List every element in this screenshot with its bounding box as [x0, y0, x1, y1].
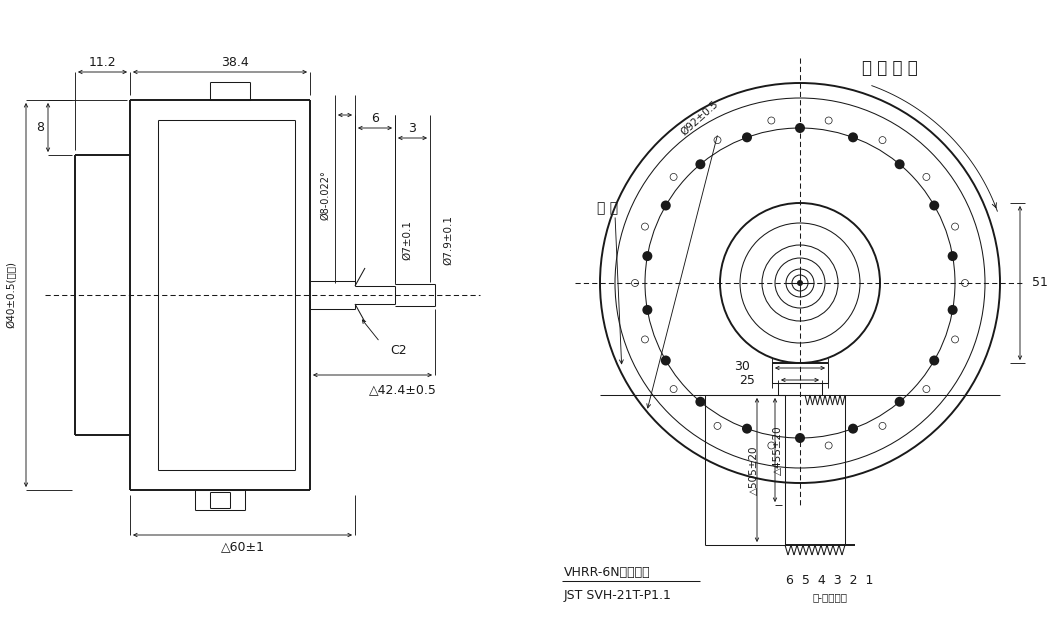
Text: 30: 30 — [734, 359, 750, 373]
Text: △60±1: △60±1 — [220, 541, 264, 553]
Circle shape — [742, 132, 752, 142]
Circle shape — [695, 159, 706, 169]
Text: 旋 转 方 向: 旋 转 方 向 — [862, 59, 918, 77]
Circle shape — [795, 123, 805, 133]
Text: VHRR-6N（国产）: VHRR-6N（国产） — [564, 565, 651, 579]
Text: Ø7.9±0.1: Ø7.9±0.1 — [443, 215, 453, 265]
Text: 红-黑白黄蓝: 红-黑白黄蓝 — [813, 592, 847, 602]
Circle shape — [895, 397, 905, 407]
Circle shape — [948, 305, 957, 315]
Text: Ø92±0.5: Ø92±0.5 — [679, 99, 720, 137]
Circle shape — [642, 305, 653, 315]
Text: 38.4: 38.4 — [221, 57, 249, 69]
Circle shape — [661, 200, 671, 211]
Circle shape — [849, 132, 858, 142]
Circle shape — [695, 397, 706, 407]
Circle shape — [795, 433, 805, 443]
Text: 鸣 牌: 鸣 牌 — [598, 201, 619, 215]
Circle shape — [642, 251, 653, 261]
Text: Ø7±0.1: Ø7±0.1 — [402, 220, 412, 260]
Text: 25: 25 — [740, 373, 755, 387]
Circle shape — [849, 424, 858, 434]
Circle shape — [948, 251, 957, 261]
Circle shape — [742, 424, 752, 434]
Text: Ø40±0.5(两侧): Ø40±0.5(两侧) — [7, 261, 17, 329]
Text: 6  5  4  3  2  1: 6 5 4 3 2 1 — [786, 574, 874, 586]
Text: 6: 6 — [371, 111, 379, 125]
Circle shape — [797, 280, 803, 286]
Text: 8: 8 — [36, 121, 44, 134]
Text: △505±20: △505±20 — [749, 445, 759, 495]
Text: Ø8-0.022°: Ø8-0.022° — [320, 170, 330, 220]
Circle shape — [929, 200, 940, 211]
Circle shape — [895, 159, 905, 169]
Text: C2: C2 — [390, 343, 406, 357]
Text: △455±20: △455±20 — [773, 425, 783, 475]
Text: JST SVH-21T-P1.1: JST SVH-21T-P1.1 — [564, 588, 672, 602]
Text: △42.4±0.5: △42.4±0.5 — [368, 384, 437, 396]
Circle shape — [929, 356, 940, 366]
Circle shape — [661, 356, 671, 366]
Text: 51: 51 — [1032, 277, 1047, 289]
Text: 11.2: 11.2 — [89, 57, 116, 69]
Text: 3: 3 — [408, 121, 416, 134]
